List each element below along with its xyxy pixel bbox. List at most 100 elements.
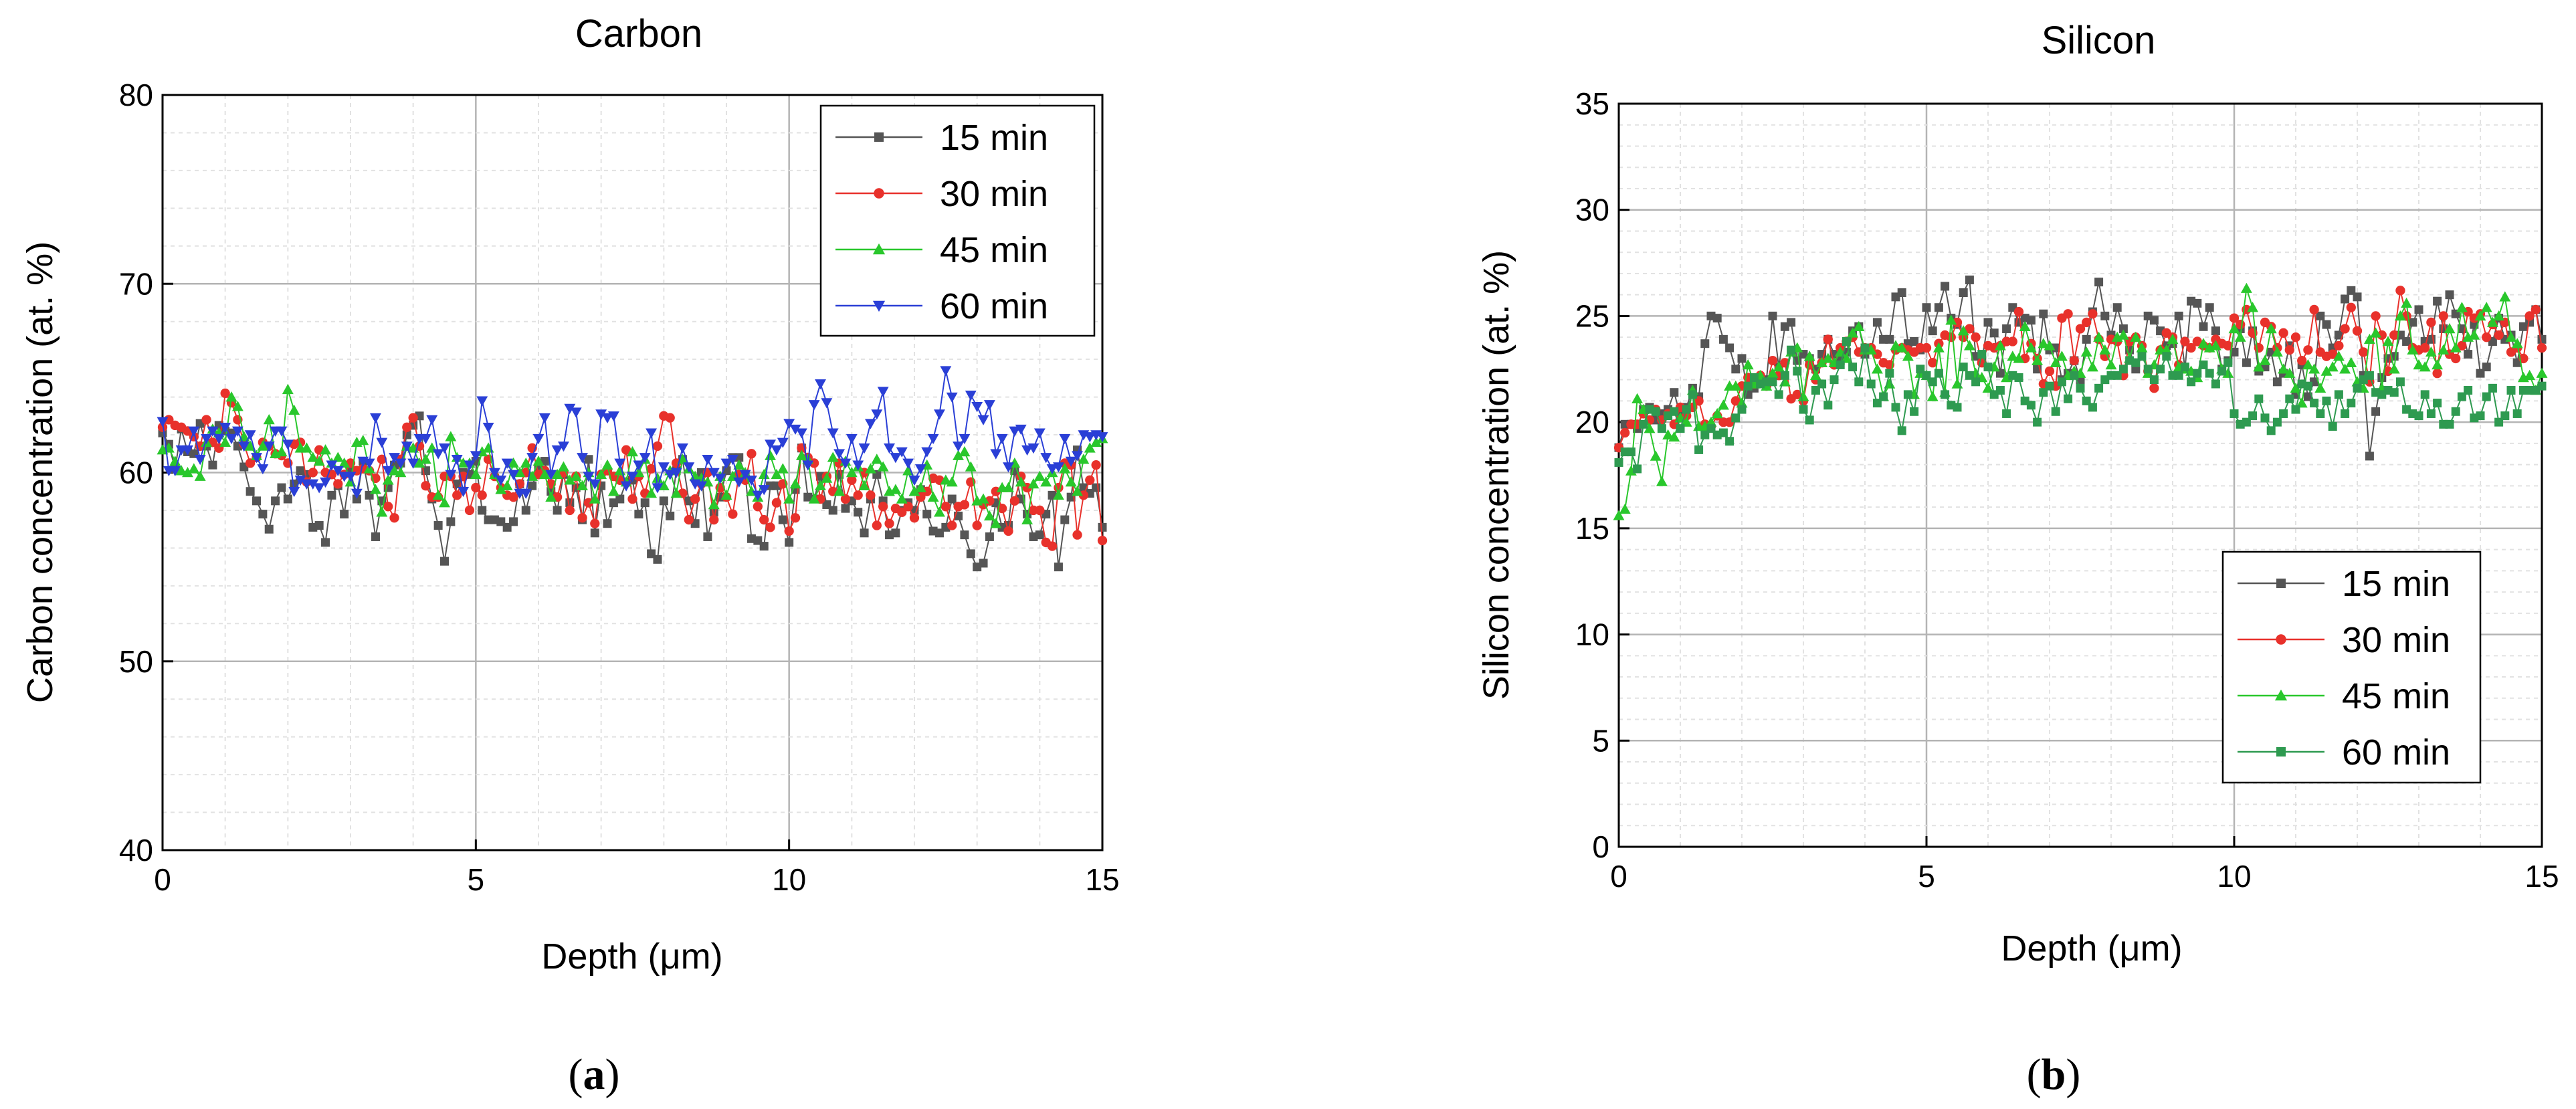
data-point bbox=[389, 513, 399, 523]
data-point bbox=[2474, 310, 2486, 321]
data-point bbox=[771, 445, 783, 456]
data-point bbox=[2426, 317, 2436, 328]
data-point bbox=[2209, 340, 2221, 350]
data-point bbox=[833, 486, 846, 496]
data-point bbox=[157, 417, 169, 427]
data-point bbox=[313, 483, 325, 494]
data-point bbox=[1928, 326, 1937, 336]
data-point bbox=[652, 441, 663, 451]
data-point bbox=[2050, 357, 2062, 368]
data-point bbox=[627, 472, 638, 482]
data-point bbox=[733, 477, 745, 488]
data-point bbox=[1009, 426, 1021, 437]
data-point bbox=[2278, 363, 2290, 374]
data-point bbox=[2228, 323, 2240, 334]
y-tick-label: 60 bbox=[119, 456, 153, 490]
data-point bbox=[1631, 393, 1644, 403]
data-point bbox=[464, 460, 476, 471]
data-point bbox=[827, 428, 839, 439]
data-point bbox=[2284, 367, 2296, 378]
data-point bbox=[1977, 350, 1987, 359]
data-point bbox=[2537, 342, 2547, 353]
data-point bbox=[959, 433, 971, 445]
y-tick-label: 30 bbox=[1575, 193, 1609, 227]
data-point bbox=[188, 463, 200, 474]
data-point bbox=[545, 470, 557, 480]
data-point bbox=[2180, 363, 2189, 372]
data-point bbox=[333, 479, 343, 489]
data-point bbox=[2302, 359, 2314, 370]
data-point bbox=[1052, 489, 1064, 500]
data-point bbox=[1035, 530, 1044, 540]
chart-title: Carbon bbox=[575, 12, 702, 56]
data-point bbox=[2211, 379, 2220, 389]
data-point bbox=[2389, 330, 2399, 340]
data-point bbox=[1965, 324, 1975, 334]
data-point bbox=[2524, 369, 2536, 381]
data-point bbox=[1657, 424, 1666, 433]
data-point bbox=[2363, 333, 2375, 344]
data-point bbox=[1768, 311, 1777, 320]
data-point bbox=[2425, 346, 2437, 357]
y-tick-label: 10 bbox=[1575, 617, 1609, 652]
data-point bbox=[1957, 325, 1969, 336]
data-point bbox=[495, 484, 507, 494]
data-point bbox=[864, 419, 876, 429]
y-tick-label: 40 bbox=[119, 833, 153, 868]
data-point bbox=[1983, 363, 1993, 372]
data-point bbox=[1799, 405, 1808, 414]
data-point bbox=[2075, 324, 2086, 334]
data-point bbox=[947, 520, 957, 530]
data-point bbox=[2388, 363, 2400, 374]
data-point bbox=[2094, 278, 2104, 287]
data-point bbox=[520, 457, 532, 468]
data-point bbox=[395, 467, 407, 478]
data-point bbox=[684, 514, 694, 525]
data-point bbox=[2007, 350, 2019, 361]
data-point bbox=[1780, 371, 1789, 380]
data-point bbox=[646, 488, 658, 498]
data-point bbox=[351, 488, 363, 499]
data-point bbox=[784, 526, 794, 536]
data-point bbox=[2174, 371, 2183, 380]
data-point bbox=[2205, 303, 2214, 312]
data-point bbox=[852, 460, 864, 471]
data-point bbox=[2347, 399, 2356, 408]
data-point bbox=[169, 466, 181, 477]
data-point bbox=[570, 407, 582, 418]
data-point bbox=[860, 528, 869, 538]
data-point bbox=[2371, 407, 2381, 416]
data-point bbox=[2064, 394, 2073, 403]
data-point bbox=[2346, 302, 2356, 312]
data-point bbox=[821, 398, 833, 409]
data-point bbox=[194, 454, 206, 466]
data-point bbox=[601, 459, 613, 470]
data-point bbox=[795, 449, 807, 460]
data-point bbox=[2353, 383, 2362, 393]
data-point bbox=[1793, 367, 1802, 376]
data-point bbox=[1989, 328, 1999, 338]
data-point bbox=[1097, 535, 1108, 546]
data-point bbox=[2493, 310, 2505, 321]
data-point bbox=[207, 426, 219, 437]
data-point bbox=[1890, 340, 1902, 350]
data-point bbox=[2197, 338, 2209, 348]
data-point bbox=[840, 494, 851, 504]
data-point bbox=[2334, 330, 2343, 340]
data-point bbox=[545, 491, 557, 502]
data-point bbox=[965, 461, 977, 472]
data-point bbox=[2303, 381, 2312, 391]
data-point bbox=[2322, 320, 2331, 329]
y-tick-label: 20 bbox=[1575, 405, 1609, 439]
data-point bbox=[1059, 463, 1071, 474]
data-point bbox=[452, 490, 462, 500]
data-point bbox=[1711, 407, 1723, 419]
data-point bbox=[2039, 309, 2048, 318]
data-point bbox=[2512, 409, 2522, 418]
data-point bbox=[1084, 442, 1096, 453]
data-point bbox=[538, 468, 551, 480]
data-point bbox=[577, 513, 587, 523]
series-60-min bbox=[1614, 337, 2547, 474]
data-point bbox=[2322, 396, 2331, 405]
data-point bbox=[884, 443, 895, 454]
